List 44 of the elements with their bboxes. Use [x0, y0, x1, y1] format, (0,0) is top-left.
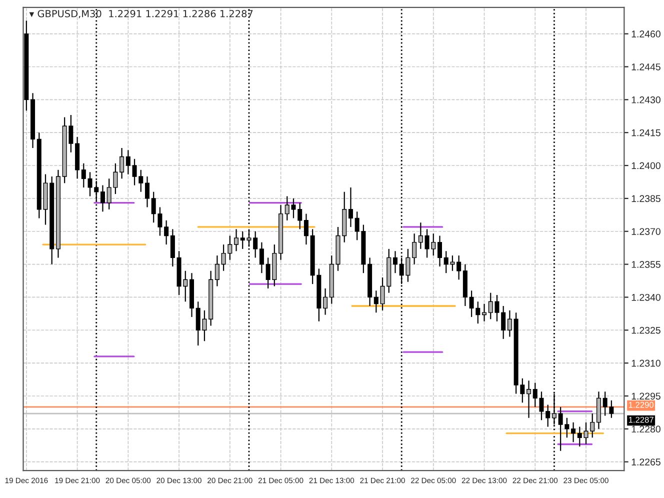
chart-title: ▾ GBPUSD,M30 1.2291 1.2291 1.2286 1.2287 [29, 10, 253, 18]
candlestick [374, 290, 378, 314]
y-tick-label: 1.2295 [632, 392, 660, 400]
candlestick [482, 303, 487, 322]
y-tick-label: 1.2280 [632, 426, 660, 433]
candlestick [571, 422, 576, 443]
candlestick [81, 162, 86, 188]
candlestick [234, 228, 239, 252]
candlestick [418, 222, 423, 250]
candlestick [501, 305, 506, 340]
candlestick [164, 220, 169, 246]
candlestick [259, 242, 264, 274]
candlestick [392, 250, 398, 274]
candlestick [323, 288, 328, 316]
candlestick [437, 235, 442, 268]
candlestick [304, 213, 308, 246]
candlestick [577, 426, 582, 448]
y-tick-label: 1.2325 [632, 326, 660, 334]
ref-line-label: 1.2290 [628, 402, 654, 408]
candlestick [144, 176, 150, 208]
y-tick-label: 1.2415 [632, 129, 660, 136]
y-tick-label: 1.2340 [632, 294, 660, 301]
y-tick-label: 1.2460 [632, 30, 660, 38]
candlestick [298, 202, 302, 230]
candlestick [348, 186, 353, 228]
y-tick-label: 1.2445 [632, 63, 660, 70]
candlestick [100, 184, 105, 212]
candlestick [214, 254, 220, 287]
candlestick [120, 147, 124, 180]
candlestick [456, 254, 462, 280]
ref-line-label: 1.2287 [628, 416, 654, 423]
candlestick [412, 233, 417, 265]
y-tick-label: 1.2400 [632, 162, 660, 170]
y-tick-label: 1.2385 [632, 195, 660, 202]
y-tick-label: 1.2430 [632, 96, 660, 104]
y-tick-label: 1.2370 [632, 228, 660, 235]
candlestick [170, 228, 175, 268]
candlestick [507, 310, 512, 338]
y-tick-label: 1.2310 [632, 360, 660, 367]
candlestick [126, 150, 130, 175]
candlestick [253, 230, 258, 258]
candlestick [546, 404, 550, 428]
y-tick-label: 1.2355 [632, 261, 660, 268]
y-tick-label: 1.2265 [632, 458, 660, 466]
